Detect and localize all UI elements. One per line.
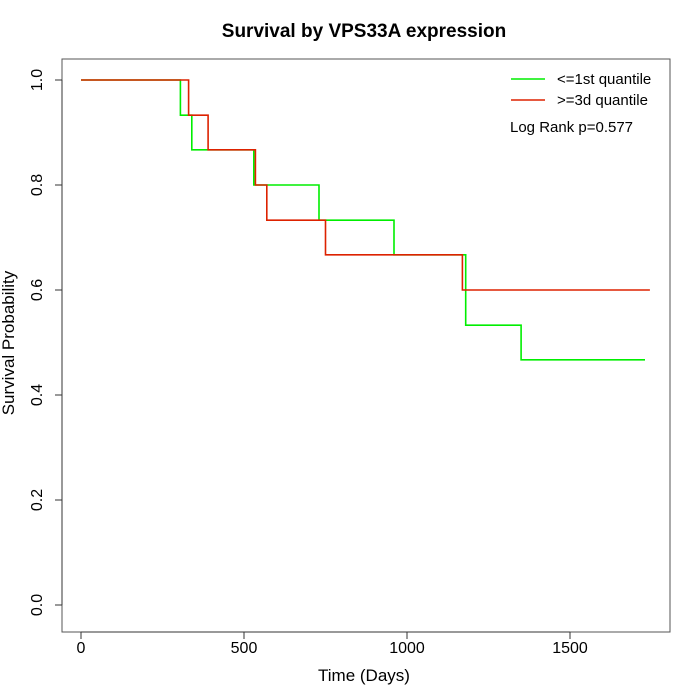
legend-label-1: <=1st quantile [557,71,651,88]
legend-label-2: >=3d quantile [557,92,648,109]
chart-title: Survival by VPS33A expression [222,21,506,42]
y-axis: 0.0 0.2 0.4 0.6 0.8 1.0 [29,69,63,616]
plot-frame [61,58,671,633]
y-tick-label: 0.0 [29,594,46,616]
y-tick-label: 1.0 [29,69,46,91]
x-tick-label: 1000 [389,640,425,657]
y-tick-label: 0.8 [29,174,46,196]
x-tick-label: 0 [77,640,86,657]
legend: <=1st quantile >=3d quantile [511,71,651,109]
x-tick-label: 500 [231,640,258,657]
x-axis-label: Time (Days) [318,666,410,685]
series-layer [81,79,650,361]
y-tick-label: 0.4 [29,384,46,406]
y-tick-label: 0.6 [29,279,46,301]
series-line-2 [81,79,650,291]
x-tick-label: 1500 [552,640,588,657]
y-tick-label: 0.2 [29,489,46,511]
x-axis: 0 500 1000 1500 [77,631,588,657]
y-axis-label: Survival Probability [0,270,18,415]
series-line-1 [81,79,645,361]
log-rank-annotation: Log Rank p=0.577 [510,119,633,136]
